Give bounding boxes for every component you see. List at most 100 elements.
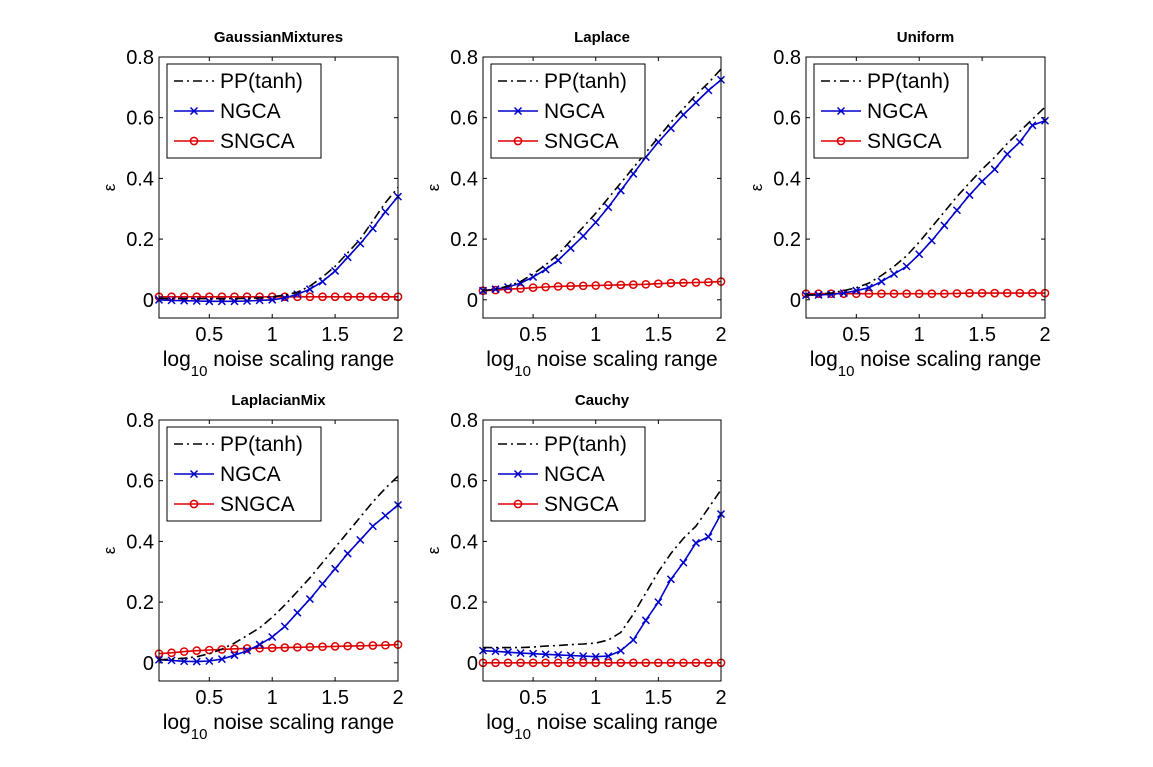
chart-1-legend: PP(tanh) NGCA SNGCA — [490, 63, 646, 159]
chart-2-series-ngca-point-stroke — [1015, 137, 1024, 147]
chart-1-series-ngca-point-stroke — [629, 169, 638, 178]
chart-3-ytick-label: 0.2 — [126, 592, 154, 614]
chart-3-series-ngca-point — [280, 622, 289, 631]
chart-0-series-sngca-point — [381, 292, 390, 302]
chart-3-series-ngca-point-stroke — [230, 651, 239, 660]
chart-0-series-ngca-point — [368, 224, 377, 233]
chart-1-ytick-label: 0.4 — [450, 168, 478, 190]
chart-3-title: LaplacianMix — [231, 392, 326, 409]
chart-1-series-sngca-point — [566, 281, 576, 291]
chart-2-legend-entry-ngca-marker — [836, 106, 846, 116]
chart-4-series-sngca-point — [553, 658, 563, 668]
chart-0-series-ngca-point — [268, 295, 277, 304]
chart-4-series-ngca-point — [554, 650, 563, 659]
chart-2-series-ngca-point-stroke — [852, 286, 861, 295]
chart-1-ytick-label: 0.6 — [450, 108, 478, 130]
chart-4-series-ngca-point-stroke — [641, 616, 650, 625]
chart-1-series-sngca-point — [516, 284, 525, 293]
chart-1-series-pp-tanh-line — [482, 68, 722, 292]
chart-3-series-ngca-point — [305, 595, 314, 604]
chart-2-series-sngca-point — [1015, 288, 1025, 298]
chart-3-series-sngca-point — [192, 646, 202, 656]
chart-1-series-ngca-point — [591, 218, 600, 227]
chart-2-series-ngca-point-stroke — [890, 269, 899, 279]
chart-4-series-ngca-point — [666, 575, 675, 584]
chart-3-xtick-label: 0.5 — [195, 687, 223, 709]
chart-1-series-ngca-point-stroke — [541, 265, 550, 274]
chart-2-series-pp-tanh-line — [805, 106, 1046, 296]
chart-4-title: Cauchy — [575, 392, 630, 409]
chart-1-title: Laplace — [574, 29, 630, 46]
chart-1-series-ngca-point-stroke — [579, 232, 588, 241]
chart-0-series-ngca-point — [381, 207, 390, 216]
chart-2-series-sngca-point — [927, 289, 937, 299]
chart-4-series-ngca-point — [704, 532, 713, 541]
chart-1-series-ngca-point-stroke — [529, 272, 538, 282]
chart-4-series-ngca-point-stroke — [554, 650, 563, 659]
chart-1-ytick-label: 0.8 — [450, 47, 478, 69]
chart-0-ytick-label: 0.2 — [126, 229, 154, 251]
chart-3-xtick-label: 2 — [392, 687, 403, 709]
chart-3-series-sngca-point — [280, 643, 290, 652]
chart-2-series-ngca-point — [927, 236, 936, 245]
chart-0-series-ngca-point — [305, 285, 314, 294]
chart-4-series-ngca-point-stroke — [566, 651, 575, 660]
chart-4-legend-entry-sngca-marker — [513, 499, 523, 509]
chart-2-series-sngca-point — [902, 289, 911, 299]
chart-0-xtick-label: 1 — [267, 324, 278, 346]
chart-3-series-sngca-point — [355, 641, 365, 651]
chart-4-series-ngca-point — [616, 646, 625, 655]
chart-2-title: Uniform — [897, 29, 955, 46]
chart-2-series-ngca-point — [852, 286, 861, 295]
chart-2-ylabel: ε — [747, 183, 766, 191]
chart-2-series-ngca-point — [877, 277, 886, 286]
chart-2-series-ngca-point-stroke — [940, 221, 949, 230]
chart-0-legend: PP(tanh) NGCA SNGCA — [166, 63, 322, 159]
chart-3-series-ngca-point-stroke — [268, 632, 277, 642]
chart-4-series-sngca-point — [503, 658, 513, 668]
chart-1-series-ngca-point — [691, 98, 700, 107]
chart-1-ytick-label: 0 — [467, 290, 478, 312]
chart-3-series-ngca-point-stroke — [205, 656, 214, 666]
chart-0: GaussianMixtures 0 0.2 0.4 0.6 0.8 0.5 1 1.5 2log… — [100, 29, 404, 380]
chart-4-series-ngca-point — [579, 652, 588, 661]
chart-3-series-ngca-point-stroke — [343, 549, 352, 558]
chart-0-series-ngca-point-stroke — [280, 293, 289, 303]
chart-2-ytick-label: 0.2 — [773, 229, 801, 251]
chart-3-series-ngca-point — [192, 657, 201, 666]
chart-3-series-ngca-point-stroke — [305, 595, 314, 604]
chart-4-series-ngca-point — [629, 635, 638, 645]
chart-4-series-ngca-point-stroke — [704, 532, 713, 541]
chart-2-xtick-label: 1.5 — [968, 324, 996, 346]
chart-2-legend: PP(tanh) NGCA SNGCA — [813, 63, 969, 159]
chart-4-series-ngca-point — [604, 652, 613, 661]
chart-0-series-ngca-point — [331, 266, 340, 275]
chart-1-series-sngca-line — [482, 280, 722, 292]
chart-0-series-sngca-point — [305, 292, 315, 302]
chart-2-series-sngca-point — [1002, 288, 1012, 298]
chart-0-series-sngca-point — [330, 292, 340, 302]
chart-2-legend-entry-pp-tanh: PP(tanh) — [821, 70, 950, 93]
chart-0-series-sngca-point — [318, 292, 327, 302]
chart-0-series-sngca-point — [368, 292, 378, 302]
chart-4-series-ngca-point-stroke — [654, 598, 663, 607]
chart-1-series-pp-tanh — [482, 68, 722, 292]
chart-0-series-ngca-point — [356, 239, 365, 248]
chart-2-series-ngca-point — [915, 250, 924, 259]
chart-4-legend-entry-pp-tanh: PP(tanh) — [498, 433, 627, 456]
chart-3-series-ngca-point-stroke — [381, 511, 390, 520]
chart-1-series-ngca-point — [704, 86, 713, 95]
chart-2-series-ngca-point-stroke — [978, 177, 987, 186]
chart-4-series-sngca-point — [628, 658, 638, 668]
chart-1-series-ngca-point — [579, 232, 588, 241]
chart-0-ylabel: ε — [100, 183, 119, 191]
chart-4-series-ngca — [478, 510, 726, 661]
chart-3-series-ngca-point — [217, 655, 226, 664]
chart-4-series-ngca-point — [641, 616, 650, 625]
chart-4-series-sngca-point — [516, 658, 525, 668]
chart-1-series-sngca-point — [528, 283, 538, 293]
chart-1-axes-frame — [482, 56, 722, 319]
chart-3-series-ngca-point-stroke — [243, 646, 252, 655]
chart-3-series-ngca-point — [318, 579, 327, 588]
chart-1-xtick-label: 1.5 — [644, 324, 672, 346]
